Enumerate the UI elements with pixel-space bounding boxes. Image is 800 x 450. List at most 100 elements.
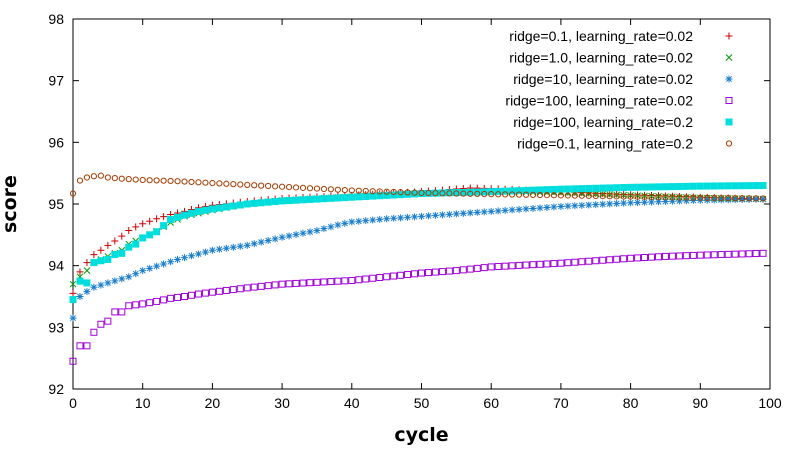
data-point <box>634 254 642 262</box>
data-point <box>522 205 530 213</box>
data-point <box>76 268 84 276</box>
legend-label: ridge=100, learning_rate=0.02 <box>505 93 693 109</box>
data-point <box>627 192 634 199</box>
data-point <box>627 254 635 262</box>
data-point <box>369 192 377 200</box>
data-point <box>355 276 363 284</box>
data-point <box>445 210 453 218</box>
data-point <box>174 213 182 221</box>
data-point <box>732 195 739 202</box>
data-point <box>125 273 133 281</box>
data-point <box>195 179 202 186</box>
data-point <box>648 253 656 261</box>
data-point <box>502 191 509 198</box>
data-point <box>648 193 655 201</box>
data-point <box>146 264 154 272</box>
data-point <box>501 262 509 270</box>
data-point <box>431 211 439 219</box>
data-point <box>397 214 405 222</box>
data-point <box>495 191 502 198</box>
data-point <box>557 259 565 267</box>
data-point <box>501 187 509 195</box>
data-point <box>376 274 384 282</box>
data-point <box>683 194 690 201</box>
data-point <box>90 283 98 291</box>
data-point <box>745 195 753 203</box>
data-point <box>509 191 516 198</box>
data-point <box>606 184 614 192</box>
data-point <box>271 198 279 206</box>
x-tick-label: 60 <box>483 395 499 411</box>
legend-label: ridge=0.1, learning_rate=0.02 <box>509 28 693 44</box>
data-point <box>411 189 418 196</box>
data-point <box>306 195 314 203</box>
data-point <box>160 260 168 268</box>
y-tick-label: 93 <box>48 319 64 335</box>
data-point <box>474 190 481 197</box>
axis-ticks: 0 10 20 30 40 50 60 70 80 90 100 92 93 94 95 96 97 98 <box>48 11 781 411</box>
data-point <box>153 262 161 270</box>
data-point <box>181 254 189 262</box>
data-point <box>250 240 258 248</box>
legend-label: ridge=1.0, learning_rate=0.02 <box>509 50 693 66</box>
data-point <box>536 260 544 268</box>
data-point <box>752 182 760 190</box>
data-point <box>648 183 656 191</box>
data-point <box>592 201 600 209</box>
data-point <box>187 291 195 299</box>
data-point <box>146 231 154 239</box>
data-point <box>362 217 370 225</box>
y-tick-label: 95 <box>48 196 64 212</box>
data-point <box>481 190 488 198</box>
data-point <box>285 232 293 240</box>
data-point <box>69 190 77 197</box>
data-point <box>404 213 412 221</box>
data-point <box>752 195 760 203</box>
data-point <box>285 184 293 191</box>
data-point <box>515 187 523 195</box>
series-3 <box>69 249 767 365</box>
legend-label: ridge=100, learning_rate=0.2 <box>513 114 693 130</box>
data-point <box>515 191 523 198</box>
data-point <box>362 275 370 283</box>
data-point <box>459 266 467 274</box>
data-point <box>76 293 84 300</box>
data-point <box>738 182 746 190</box>
data-point <box>697 194 704 201</box>
data-point <box>251 182 258 189</box>
data-point <box>237 181 244 188</box>
data-point <box>257 199 265 207</box>
x-tick-label: 70 <box>553 395 569 411</box>
data-point <box>369 274 377 282</box>
data-point <box>439 190 446 197</box>
data-point <box>494 207 502 215</box>
data-point <box>160 177 167 184</box>
data-point <box>306 279 314 287</box>
x-tick-label: 80 <box>623 395 639 411</box>
data-point <box>139 234 147 242</box>
data-point <box>222 203 230 211</box>
data-point <box>690 194 697 201</box>
data-point <box>167 294 175 302</box>
data-point <box>452 267 460 275</box>
y-axis-title: score <box>0 175 21 233</box>
data-point <box>620 199 628 207</box>
data-point <box>383 215 391 223</box>
data-point <box>264 282 272 290</box>
data-point <box>111 277 119 285</box>
data-point <box>69 289 77 297</box>
data-point <box>187 209 195 217</box>
data-point <box>299 196 307 204</box>
data-point <box>355 193 363 201</box>
data-point <box>487 263 495 271</box>
data-point <box>258 182 265 189</box>
data-point <box>194 290 202 298</box>
data-point <box>676 194 683 201</box>
data-point <box>118 275 126 283</box>
data-point <box>606 200 614 208</box>
data-point <box>634 199 642 207</box>
data-point <box>717 196 725 204</box>
data-point <box>411 213 419 221</box>
data-point <box>348 218 356 226</box>
data-point <box>675 252 683 260</box>
